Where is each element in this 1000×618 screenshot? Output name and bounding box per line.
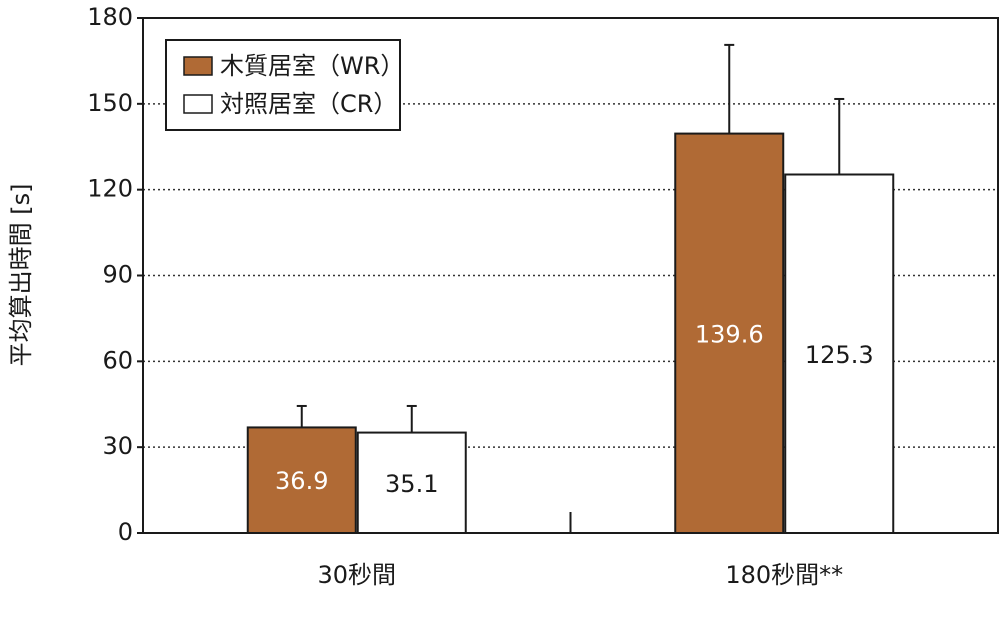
data-label: 125.3 bbox=[805, 341, 874, 369]
bar bbox=[356, 431, 467, 535]
y-tick-label: 0 bbox=[118, 518, 133, 546]
y-tick-label: 120 bbox=[87, 175, 133, 203]
bar bbox=[246, 426, 357, 534]
plot-frame bbox=[142, 17, 999, 534]
data-label: 35.1 bbox=[385, 470, 438, 498]
bar bbox=[674, 132, 785, 534]
bar bbox=[784, 173, 895, 534]
x-tick-label: 30秒間 bbox=[317, 561, 396, 589]
legend-label: 木質居室（WR） bbox=[220, 52, 404, 80]
data-label: 139.6 bbox=[695, 320, 764, 348]
legend-box bbox=[165, 39, 401, 131]
y-tick-label: 60 bbox=[102, 346, 133, 374]
y-tick-label: 90 bbox=[102, 261, 133, 289]
legend-label: 対照居室（CR） bbox=[220, 90, 397, 118]
y-axis-title: 平均算出時間 [s] bbox=[7, 184, 35, 367]
legend-swatch bbox=[183, 94, 213, 114]
x-tick-label: 180秒間** bbox=[725, 561, 843, 589]
y-tick-label: 150 bbox=[87, 89, 133, 117]
y-tick-label: 30 bbox=[102, 432, 133, 460]
y-tick-label: 180 bbox=[87, 3, 133, 31]
legend-swatch bbox=[183, 56, 213, 76]
data-label: 36.9 bbox=[275, 467, 328, 495]
